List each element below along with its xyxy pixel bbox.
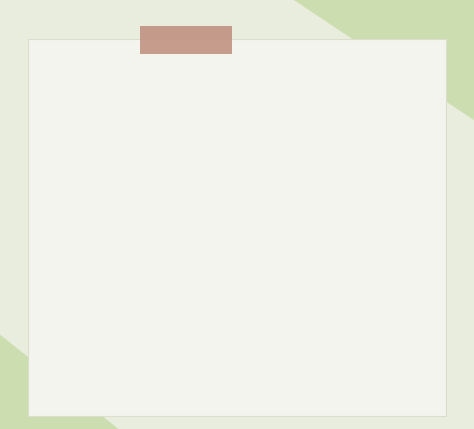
Text: Leakage Current
<20uA Silicon
<50uA Germanium: Leakage Current <20uA Silicon <50uA Germ… [204, 252, 287, 282]
Text: Reverse
Voltage: Reverse Voltage [262, 374, 297, 393]
Text: “knee”: “knee” [284, 196, 314, 205]
Text: Reverse
Breakdown
Voltage: Reverse Breakdown Voltage [168, 159, 228, 223]
Text: Forward
Current: Forward Current [262, 69, 297, 89]
Text: 0.3v Germanium
0.7v Silicon: 0.3v Germanium 0.7v Silicon [287, 263, 360, 282]
Text: “Zener”
Breakdown
or Avalanche
Region: “Zener” Breakdown or Avalanche Region [68, 287, 124, 328]
Text: -I(mA): -I(mA) [227, 386, 263, 396]
Text: Reaverse
Bias: Reaverse Bias [210, 313, 250, 332]
Text: Forward
Bias: Forward Bias [374, 129, 408, 148]
Text: Forward Voltage: Forward Voltage [329, 233, 400, 242]
Text: -V: -V [52, 215, 64, 225]
Text: +V: +V [420, 215, 437, 225]
Text: +I(mA): +I(mA) [224, 52, 265, 62]
Text: Reverse Voltage: Reverse Voltage [96, 233, 166, 242]
